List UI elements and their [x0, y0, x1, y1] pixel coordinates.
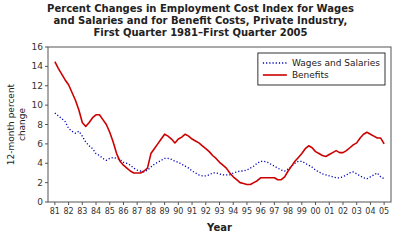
- y-axis-label: 12-month percentchange: [6, 83, 27, 165]
- legend-box: [258, 53, 385, 85]
- x-tick: [54, 202, 55, 205]
- x-tick-label: 01: [324, 207, 334, 216]
- y-tick: [45, 105, 48, 106]
- x-tick-label: 02: [338, 207, 348, 216]
- x-tick: [150, 202, 151, 205]
- x-tick-label: 85: [105, 207, 115, 216]
- x-tick: [315, 202, 316, 205]
- x-tick-label: 93: [214, 207, 224, 216]
- legend-swatch: [263, 62, 287, 63]
- title-line: Percent Changes in Employment Cost Index…: [47, 3, 354, 14]
- y-tick: [45, 202, 48, 203]
- x-tick: [301, 202, 302, 205]
- y-tick: [45, 182, 48, 183]
- x-tick: [82, 202, 83, 205]
- x-tick: [288, 202, 289, 205]
- y-tick: [45, 163, 48, 164]
- x-tick: [219, 202, 220, 205]
- chart: Percent Changes in Employment Cost Index…: [0, 0, 401, 238]
- x-tick-label: 95: [242, 207, 252, 216]
- x-tick-label: 92: [201, 207, 211, 216]
- x-tick-label: 89: [160, 207, 170, 216]
- y-tick-label: 2: [37, 178, 43, 188]
- y-tick-label: 14: [32, 61, 44, 71]
- y-tick-label: 16: [32, 42, 44, 52]
- x-tick: [137, 202, 138, 205]
- legend-label: Benefits: [292, 70, 329, 80]
- x-tick: [178, 202, 179, 205]
- y-tick-label: 12: [32, 81, 43, 91]
- x-axis-label: Year: [206, 222, 232, 233]
- legend: Wages and Salaries Benefits: [258, 53, 385, 85]
- x-tick-label: 83: [77, 207, 87, 216]
- x-tick-label: 98: [283, 207, 293, 216]
- x-tick: [192, 202, 193, 205]
- x-tick: [329, 202, 330, 205]
- x-tick-label: 97: [269, 207, 279, 216]
- legend-swatch: [263, 74, 287, 76]
- y-tick-label: 0: [37, 197, 43, 207]
- x-tick-label: 86: [118, 207, 128, 216]
- x-tick-label: 81: [50, 207, 60, 216]
- y-tick: [45, 47, 48, 48]
- x-tick: [246, 202, 247, 205]
- x-tick-label: 90: [173, 207, 183, 216]
- x-tick: [260, 202, 261, 205]
- y-tick-label: 8: [37, 120, 43, 130]
- y-axis-label-line: 12-month percent: [6, 83, 16, 165]
- x-tick: [205, 202, 206, 205]
- x-tick-label: 82: [63, 207, 73, 216]
- x-tick: [342, 202, 343, 205]
- x-tick-label: 87: [132, 207, 142, 216]
- title: Percent Changes in Employment Cost Index…: [47, 3, 354, 38]
- y-tick-label: 6: [37, 139, 43, 149]
- x-tick: [68, 202, 69, 205]
- x-tick: [384, 202, 385, 205]
- y-tick: [45, 66, 48, 67]
- x-tick: [356, 202, 357, 205]
- x-tick-label: 94: [228, 207, 238, 216]
- y-tick: [45, 85, 48, 86]
- legend-label: Wages and Salaries: [292, 58, 380, 68]
- x-tick-label: 91: [187, 207, 197, 216]
- x-tick: [274, 202, 275, 205]
- plot-frame: [48, 47, 391, 202]
- x-tick: [370, 202, 371, 205]
- y-tick: [45, 143, 48, 144]
- x-tick-label: 99: [297, 207, 307, 216]
- y-tick-label: 4: [37, 158, 43, 168]
- title-line: First Quarter 1981–First Quarter 2005: [93, 27, 307, 38]
- x-tick: [233, 202, 234, 205]
- x-tick-label: 84: [91, 207, 101, 216]
- x-tick-label: 03: [352, 207, 362, 216]
- y-axis-label-line: change: [17, 107, 27, 141]
- x-tick: [96, 202, 97, 205]
- x-tick: [109, 202, 110, 205]
- x-tick: [164, 202, 165, 205]
- x-tick-label: 00: [310, 207, 320, 216]
- x-tick-label: 04: [365, 207, 375, 216]
- x-tick-label: 05: [379, 207, 389, 216]
- y-tick-label: 10: [32, 100, 44, 110]
- x-tick: [123, 202, 124, 205]
- x-tick-label: 88: [146, 207, 156, 216]
- x-tick-label: 96: [256, 207, 266, 216]
- y-tick: [45, 124, 48, 125]
- title-line: and Salaries and for Benefit Costs, Priv…: [54, 15, 348, 26]
